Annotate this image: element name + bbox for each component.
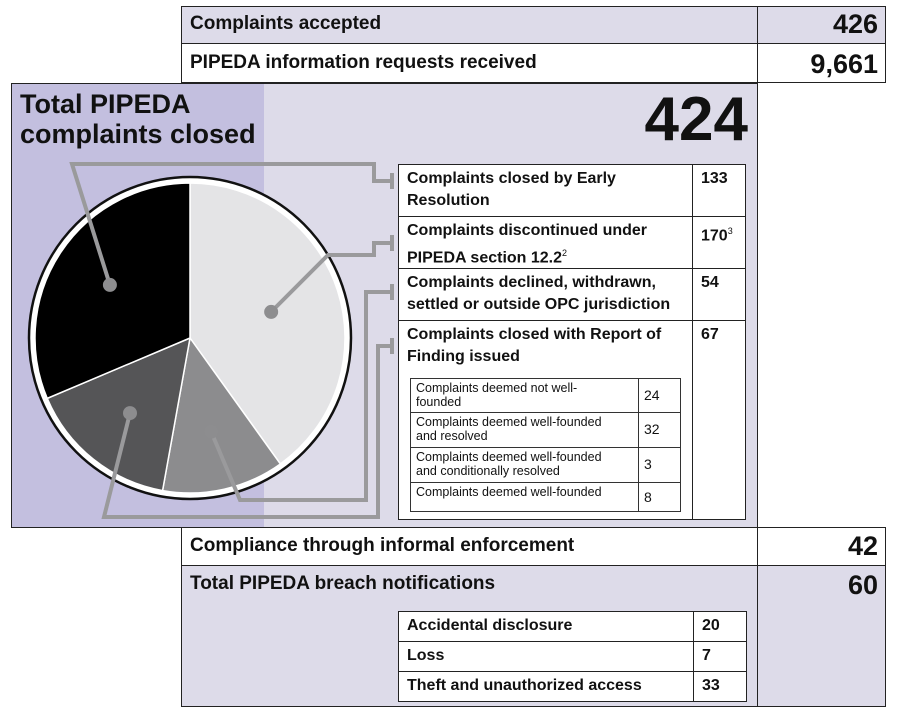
info-requests-label: PIPEDA information requests received <box>190 52 537 73</box>
finding-sub-value: 3 <box>644 456 652 472</box>
breach-value: 60 <box>847 570 878 600</box>
closed-row-value: 133 <box>701 170 728 187</box>
pie-connector-dot <box>204 424 219 439</box>
closed-row-label-line2: Resolution <box>407 192 490 209</box>
closed-row-discontinued: Complaints discontinued under PIPEDA sec… <box>398 216 694 269</box>
closed-row-label-line1: Complaints discontinued under <box>407 222 648 239</box>
closed-total: 424 <box>644 85 748 154</box>
finding-sub-value-cell: 24 <box>638 378 681 413</box>
pie-connector-dot <box>123 406 138 421</box>
finding-sub-row: Complaints deemed well-founded and condi… <box>410 447 639 483</box>
info-requests-value-cell <box>757 43 886 83</box>
finding-sub-label-line1: Complaints deemed well-founded <box>416 485 602 499</box>
breach-row-value: 33 <box>702 677 720 694</box>
footnote-3: 3 <box>727 226 733 236</box>
breach-row-theft: Theft and unauthorized access <box>398 671 695 702</box>
breach-label: Total PIPEDA breach notifications <box>190 573 496 594</box>
footnote-2: 2 <box>562 248 568 258</box>
informal-enforcement-label: Compliance through informal enforcement <box>190 535 575 556</box>
finding-sub-label-line1: Complaints deemed well-founded <box>416 450 602 464</box>
breach-row-label: Theft and unauthorized access <box>407 677 642 694</box>
closed-row-value: 170 <box>701 227 728 245</box>
informal-enforcement-row <box>181 527 759 566</box>
closed-row-label-line1: Complaints closed with Report of <box>407 326 662 343</box>
closed-row-early-resolution: Complaints closed by Early Resolution <box>398 164 694 217</box>
breach-value-cell <box>757 565 886 707</box>
pie-connector-line <box>269 241 392 314</box>
closed-title: Total PIPEDA complaints closed <box>20 89 256 149</box>
finding-sub-value-cell: 3 <box>638 447 681 483</box>
closed-row-value-cell: 67 <box>692 320 746 520</box>
pie-slice-discontinued <box>189 182 346 465</box>
pie-slice-report-of-finding <box>46 336 191 492</box>
finding-sub-row: Complaints deemed well-founded <box>410 482 639 512</box>
finding-sub-value-cell: 32 <box>638 412 681 448</box>
finding-sub-value: 24 <box>644 387 660 403</box>
closed-row-label-line2: PIPEDA section 12.2 <box>407 249 563 267</box>
breach-row-value-cell: 20 <box>693 611 747 642</box>
finding-sub-label-line2: and resolved <box>416 429 488 443</box>
closed-row-value-cell: 54 <box>692 268 746 321</box>
closed-row-label-line1: Complaints closed by Early <box>407 170 616 187</box>
breach-row-label: Loss <box>407 647 445 664</box>
pie-connector-dot <box>102 277 117 292</box>
closed-row-declined: Complaints declined, withdrawn, settled … <box>398 268 694 321</box>
pie-connector-line <box>69 162 392 286</box>
pie-slice-declined <box>161 336 282 494</box>
pie-connectors <box>69 162 394 519</box>
closed-row-value-cell: 133 <box>692 164 746 217</box>
closed-title-line1: Total PIPEDA <box>20 89 191 119</box>
finding-sub-label-line2: and conditionally resolved <box>416 464 560 478</box>
breach-row-value: 20 <box>702 617 720 634</box>
closed-row-label-line1: Complaints declined, withdrawn, <box>407 274 656 291</box>
complaints-accepted-value: 426 <box>832 9 878 39</box>
info-requests-value: 9,661 <box>810 49 878 79</box>
closed-row-value: 54 <box>701 274 719 291</box>
breach-row-value: 7 <box>702 647 711 664</box>
finding-sub-label-line1: Complaints deemed well-founded <box>416 415 602 429</box>
pie-connector-line <box>101 344 392 519</box>
closed-row-label-line2: Finding issued <box>407 348 520 365</box>
finding-sub-value-cell: 8 <box>638 482 681 512</box>
finding-sub-value: 8 <box>644 489 652 505</box>
finding-sub-row: Complaints deemed well-founded and resol… <box>410 412 639 448</box>
closed-row-label-line2: settled or outside OPC jurisdiction <box>407 296 671 313</box>
breach-row-value-cell: 33 <box>693 671 747 702</box>
closed-title-line2: complaints closed <box>20 119 256 149</box>
breach-row-value-cell: 7 <box>693 641 747 672</box>
pie-connector-dot <box>264 304 279 319</box>
informal-enforcement-value-cell <box>757 527 886 566</box>
finding-sub-label-line2: founded <box>416 395 462 409</box>
breach-row-label: Accidental disclosure <box>407 617 573 634</box>
complaints-accepted-label: Complaints accepted <box>190 13 382 34</box>
breach-row-accidental-disclosure: Accidental disclosure <box>398 611 695 642</box>
finding-sub-label-line1: Complaints deemed not well- <box>416 381 578 395</box>
finding-sub-value: 32 <box>644 421 660 437</box>
closed-row-value-cell: 1703 <box>692 216 746 269</box>
info-requests-row <box>181 43 759 83</box>
closed-row-value: 67 <box>701 326 719 343</box>
informal-enforcement-value: 42 <box>847 531 878 561</box>
pie-connector-line <box>209 290 392 502</box>
breach-row-loss: Loss <box>398 641 695 672</box>
finding-sub-row: Complaints deemed not well- founded <box>410 378 639 413</box>
complaints-accepted-row <box>181 6 759 44</box>
